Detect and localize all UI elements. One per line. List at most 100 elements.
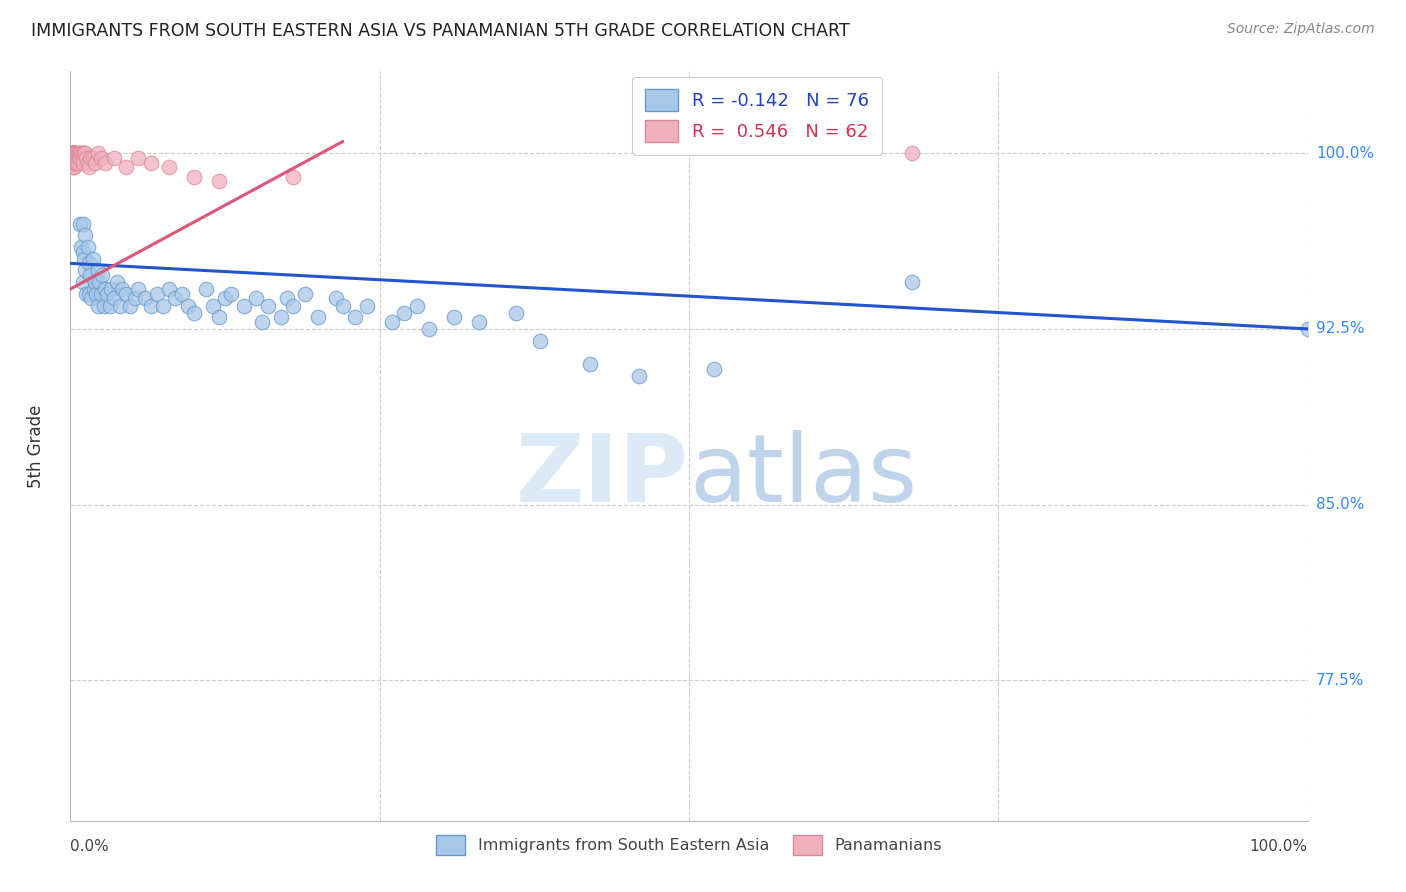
Point (87, 275, 110, 289)
Point (62, 146, 84, 161)
Text: 85.0%: 85.0% (1316, 497, 1364, 512)
Point (66, 146, 89, 161)
Point (75, 151, 97, 165)
Point (65, 146, 87, 161)
Point (703, 361, 725, 376)
Point (219, 286, 242, 301)
Point (394, 305, 416, 319)
Point (103, 151, 125, 165)
Point (70, 146, 93, 161)
Point (146, 286, 169, 301)
Point (65, 146, 87, 161)
Point (65, 151, 87, 165)
Point (94, 282, 117, 296)
Point (157, 282, 180, 296)
Point (100, 282, 122, 296)
Point (115, 161, 138, 175)
Point (139, 298, 162, 312)
Point (69, 146, 91, 161)
Point (86, 146, 108, 161)
Point (108, 298, 131, 312)
Point (443, 310, 465, 325)
Point (82, 252, 104, 266)
Text: 100.0%: 100.0% (1316, 145, 1374, 161)
Point (62, 146, 84, 161)
Point (281, 169, 304, 184)
Point (62, 146, 84, 161)
Legend: Immigrants from South Eastern Asia, Panamanians: Immigrants from South Eastern Asia, Pana… (430, 829, 948, 862)
Text: 77.5%: 77.5% (1316, 673, 1364, 688)
Point (63, 146, 86, 161)
Point (86, 263, 108, 277)
Point (77, 256, 100, 270)
Point (183, 305, 205, 319)
Text: 92.5%: 92.5% (1316, 321, 1364, 336)
Point (83, 282, 105, 296)
Point (900, 275, 922, 289)
Text: IMMIGRANTS FROM SOUTH EASTERN ASIA VS PANAMANIAN 5TH GRADE CORRELATION CHART: IMMIGRANTS FROM SOUTH EASTERN ASIA VS PA… (31, 22, 849, 40)
Point (69, 151, 91, 165)
Point (72, 155, 94, 169)
Point (75, 146, 97, 161)
Point (65, 146, 87, 161)
Point (91, 268, 114, 282)
Point (79, 151, 101, 165)
Point (65, 151, 87, 165)
Point (72, 217, 94, 231)
Point (90, 286, 112, 301)
Point (115, 286, 138, 301)
Text: 5th Grade: 5th Grade (27, 404, 45, 488)
Point (170, 286, 193, 301)
Point (325, 292, 347, 306)
Point (201, 298, 224, 312)
Point (276, 292, 298, 306)
Point (73, 146, 96, 161)
Point (60, 146, 83, 161)
Point (63, 161, 86, 175)
Point (70, 240, 93, 254)
Point (294, 286, 316, 301)
Point (307, 310, 329, 325)
Point (232, 298, 254, 312)
Point (72, 146, 94, 161)
Point (405, 298, 427, 312)
Point (76, 155, 98, 169)
Point (1296, 322, 1319, 336)
Point (139, 155, 162, 169)
Point (257, 298, 280, 312)
Point (62, 146, 84, 161)
Point (214, 292, 236, 306)
Point (66, 151, 89, 165)
Point (65, 155, 87, 169)
Point (86, 298, 108, 312)
Point (281, 298, 304, 312)
Point (250, 315, 273, 329)
Point (67, 146, 90, 161)
Point (62, 146, 84, 161)
Point (93, 298, 115, 312)
Point (72, 244, 94, 259)
Point (84, 275, 107, 289)
Point (80, 292, 103, 306)
Point (628, 368, 651, 383)
Point (77, 161, 100, 175)
Point (103, 292, 125, 306)
Point (72, 151, 94, 165)
Point (75, 228, 97, 243)
Point (69, 217, 91, 231)
Point (73, 252, 96, 266)
Point (343, 310, 366, 325)
Point (82, 151, 104, 165)
Point (60, 146, 83, 161)
Point (467, 315, 489, 329)
Point (529, 334, 551, 348)
Point (62, 151, 84, 165)
Point (94, 155, 117, 169)
Point (84, 155, 107, 169)
Point (208, 174, 231, 188)
Point (60, 146, 83, 161)
Text: 100.0%: 100.0% (1250, 839, 1308, 855)
Point (183, 169, 205, 184)
Point (579, 357, 602, 371)
Point (76, 240, 98, 254)
